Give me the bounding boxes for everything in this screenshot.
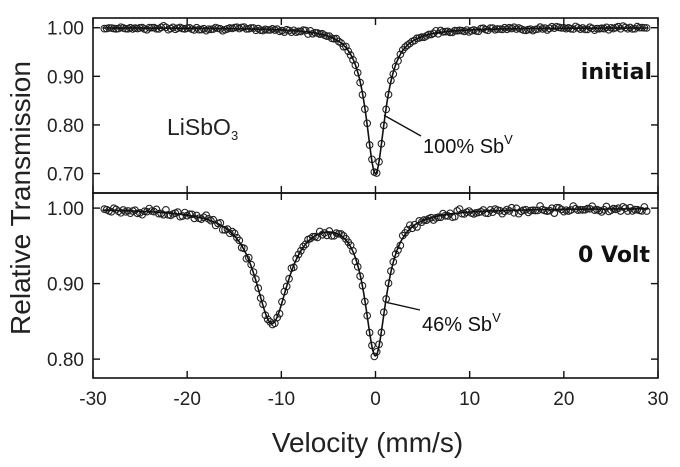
bottom-data-point [552,203,561,212]
top-fit-line [102,27,649,175]
text-labels: initial 0 Volt LiSbO3 100% SbV 46% SbV V… [5,60,652,458]
bottom-annotation: 46% SbV [422,310,501,336]
bottom-data-point [297,246,305,255]
bottom-data-point [154,209,163,218]
bottom-data-point [301,240,310,249]
xtick-label: 20 [553,389,574,410]
bottom-data-point [159,210,168,219]
bottom-data-point [349,247,357,255]
plot-frames [92,17,659,379]
top-data-point [342,42,350,51]
compound-label: LiSbO3 [167,114,238,143]
top-data-point [583,25,592,34]
bottom-data-point [443,212,452,220]
top-annotation: 100% SbV [423,132,513,158]
top-data-point [344,47,353,56]
top-data-point [403,41,412,49]
top-data-point [195,25,203,34]
xtick-label: -20 [173,389,200,410]
top-panel-label: initial [581,60,652,85]
top-data-point [143,25,151,34]
top-data-point [614,22,623,31]
top-data-point [287,28,296,36]
bottom-axis-ticks: 0.80 0.90 1.00 -30 -20 -10 0 10 20 30 [47,193,669,410]
top-data-point [346,51,355,60]
bottom-data-point [225,229,234,238]
top-axis-ticks: 0.70 0.80 0.90 1.00 [47,18,659,193]
bottom-data-point [640,203,649,211]
bottom-data-point [638,207,646,215]
bottom-data-point [308,232,317,241]
top-annotation-sup: V [504,132,513,147]
bottom-data-point [282,282,291,291]
bottom-data-point [228,227,237,236]
bottom-data-point [273,313,282,322]
bottom-data-point [188,210,196,219]
top-ytick-label: 0.70 [47,165,84,186]
bottom-data-point [263,315,272,324]
top-data-point [351,61,360,69]
xtick-label: 30 [647,389,668,410]
bottom-data-point [185,210,194,219]
bottom-data-point [403,225,412,234]
bottom-annotation-pointer [386,301,421,311]
bottom-data-point [420,216,428,224]
top-data-point [247,24,255,32]
top-annotation-text: 100% Sb [423,136,504,158]
top-data-point [581,25,589,34]
bottom-data-point [240,244,248,253]
top-ytick-label: 0.80 [47,116,84,137]
top-data-point [353,68,362,77]
top-data-point [249,24,258,32]
top-data-point [401,43,409,51]
top-annotation-pointer [383,114,422,137]
top-data-point [628,25,637,33]
bottom-data-point [325,227,334,235]
bottom-data-point [334,230,343,238]
bottom-data-point [306,234,315,243]
bottom-ytick-label: 0.90 [47,275,84,296]
top-frame [92,17,659,194]
bottom-data-point [299,242,308,251]
bottom-ytick-label: 0.80 [47,350,84,371]
bottom-annotation-sup: V [492,310,501,325]
bottom-data-point [292,254,301,263]
top-data-point [536,23,544,31]
y-axis-title: Relative Transmission [5,61,36,335]
xtick-label: 10 [459,389,480,410]
bottom-annotation-text: 46% Sb [422,314,492,336]
top-data-point [510,23,518,32]
bottom-data-point [135,209,144,217]
bottom-data-point [602,202,611,211]
x-axis-title: Velocity (mm/s) [272,427,463,458]
bottom-data-point [235,236,244,245]
bottom-panel-label: 0 Volt [578,243,650,268]
compound-subscript: 3 [231,128,238,143]
top-data-point [488,24,497,32]
top-data-point [604,25,613,34]
bottom-frame [92,192,659,379]
bottom-panel: 0.80 0.90 1.00 -30 -20 -10 0 10 20 30 [47,193,669,410]
top-data-point [240,23,248,31]
bottom-ytick-label: 1.00 [47,199,84,220]
bottom-data-point [410,220,419,229]
bottom-data-point [285,274,293,283]
bottom-data-point [391,250,400,258]
bottom-data-point [642,207,651,215]
top-data-point [486,24,495,32]
top-ytick-label: 1.00 [47,19,84,40]
top-ytick-label: 0.90 [47,67,84,88]
xtick-label: -30 [79,389,106,410]
top-data-points [100,21,651,177]
top-panel: 0.70 0.80 0.90 1.00 [47,18,659,193]
bottom-fit-line [102,207,649,357]
xtick-label: 0 [370,389,381,410]
top-data-point [396,50,405,59]
bottom-data-points [100,202,651,361]
xtick-label: -10 [268,389,295,410]
bottom-data-point [545,206,554,215]
compound-base: LiSbO [167,114,231,140]
